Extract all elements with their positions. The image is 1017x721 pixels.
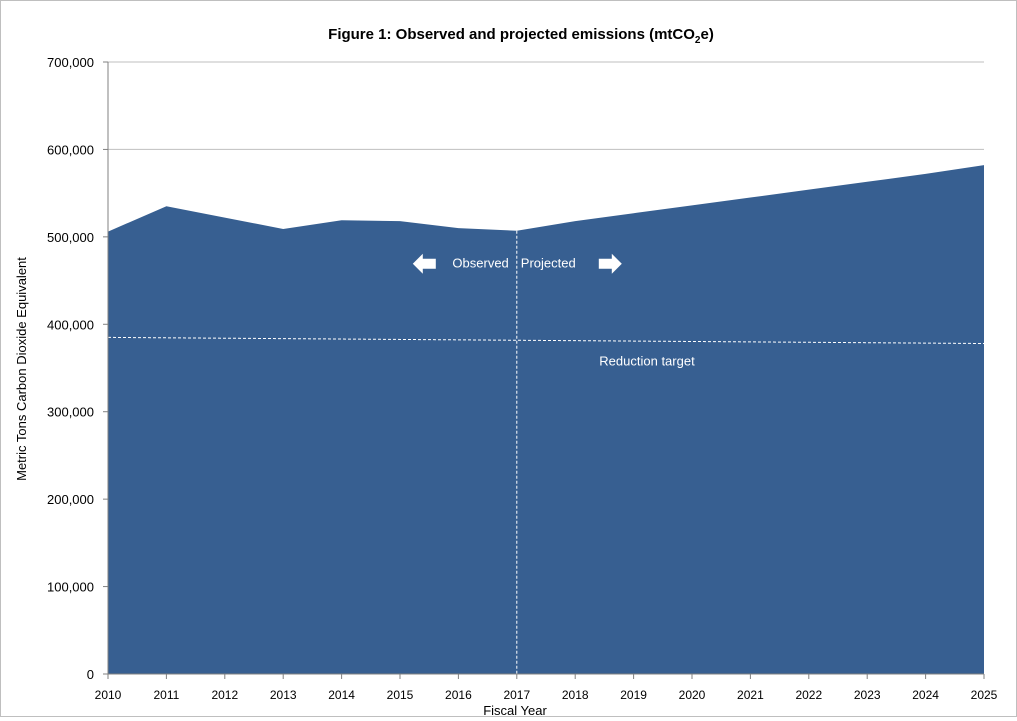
x-tick-label: 2019	[620, 688, 647, 702]
x-tick-label: 2012	[211, 688, 238, 702]
annotations: Reduction target Observed Projected	[107, 230, 985, 674]
x-axis-label: Fiscal Year	[483, 703, 547, 716]
reduction-target-label: Reduction target	[599, 353, 695, 368]
left-arrow-icon	[412, 253, 436, 274]
x-tick-label: 2010	[95, 688, 122, 702]
axes: 0 100,000 200,000 300,000 400,000 500,000 600,…	[47, 55, 998, 702]
y-axis-label: Metric Tons Carbon Dioxide Equivalent	[14, 257, 29, 481]
plot-area	[108, 165, 984, 675]
x-tick-label: 2013	[270, 688, 297, 702]
x-tick-label: 2018	[562, 688, 589, 702]
y-tick-label: 500,000	[47, 230, 94, 245]
x-tick-label: 2011	[153, 688, 179, 702]
y-tick-label: 200,000	[47, 492, 94, 507]
y-tick-label: 100,000	[47, 580, 94, 595]
observed-label: Observed	[452, 256, 508, 271]
emissions-area	[108, 165, 984, 675]
x-tick-label: 2023	[854, 688, 881, 702]
x-tick-label: 2022	[795, 688, 822, 702]
chart-title-main: Figure 1: Observed and projected emissio…	[328, 26, 695, 43]
y-tick-label: 600,000	[47, 142, 94, 157]
y-tick-label: 0	[87, 667, 94, 682]
reduction-target-line	[107, 336, 985, 345]
x-tick-label: 2020	[679, 688, 706, 702]
chart-title-suffix: e)	[700, 26, 713, 43]
x-tick-label: 2024	[912, 688, 939, 702]
chart-title-subscript: 2	[695, 35, 701, 46]
y-tick-label: 400,000	[47, 317, 94, 332]
projected-label: Projected	[521, 256, 576, 271]
x-tick-label: 2016	[445, 688, 472, 702]
x-tick-label: 2025	[971, 688, 998, 702]
chart-title: Figure 1: Observed and projected emissio…	[328, 26, 714, 46]
x-tick-label: 2014	[328, 688, 355, 702]
y-tick-label: 300,000	[47, 405, 94, 420]
x-tick-label: 2015	[387, 688, 414, 702]
y-tick-label: 700,000	[47, 55, 94, 70]
x-tick-label: 2017	[503, 688, 530, 702]
right-arrow-icon	[598, 253, 622, 274]
x-tick-label: 2021	[737, 688, 764, 702]
